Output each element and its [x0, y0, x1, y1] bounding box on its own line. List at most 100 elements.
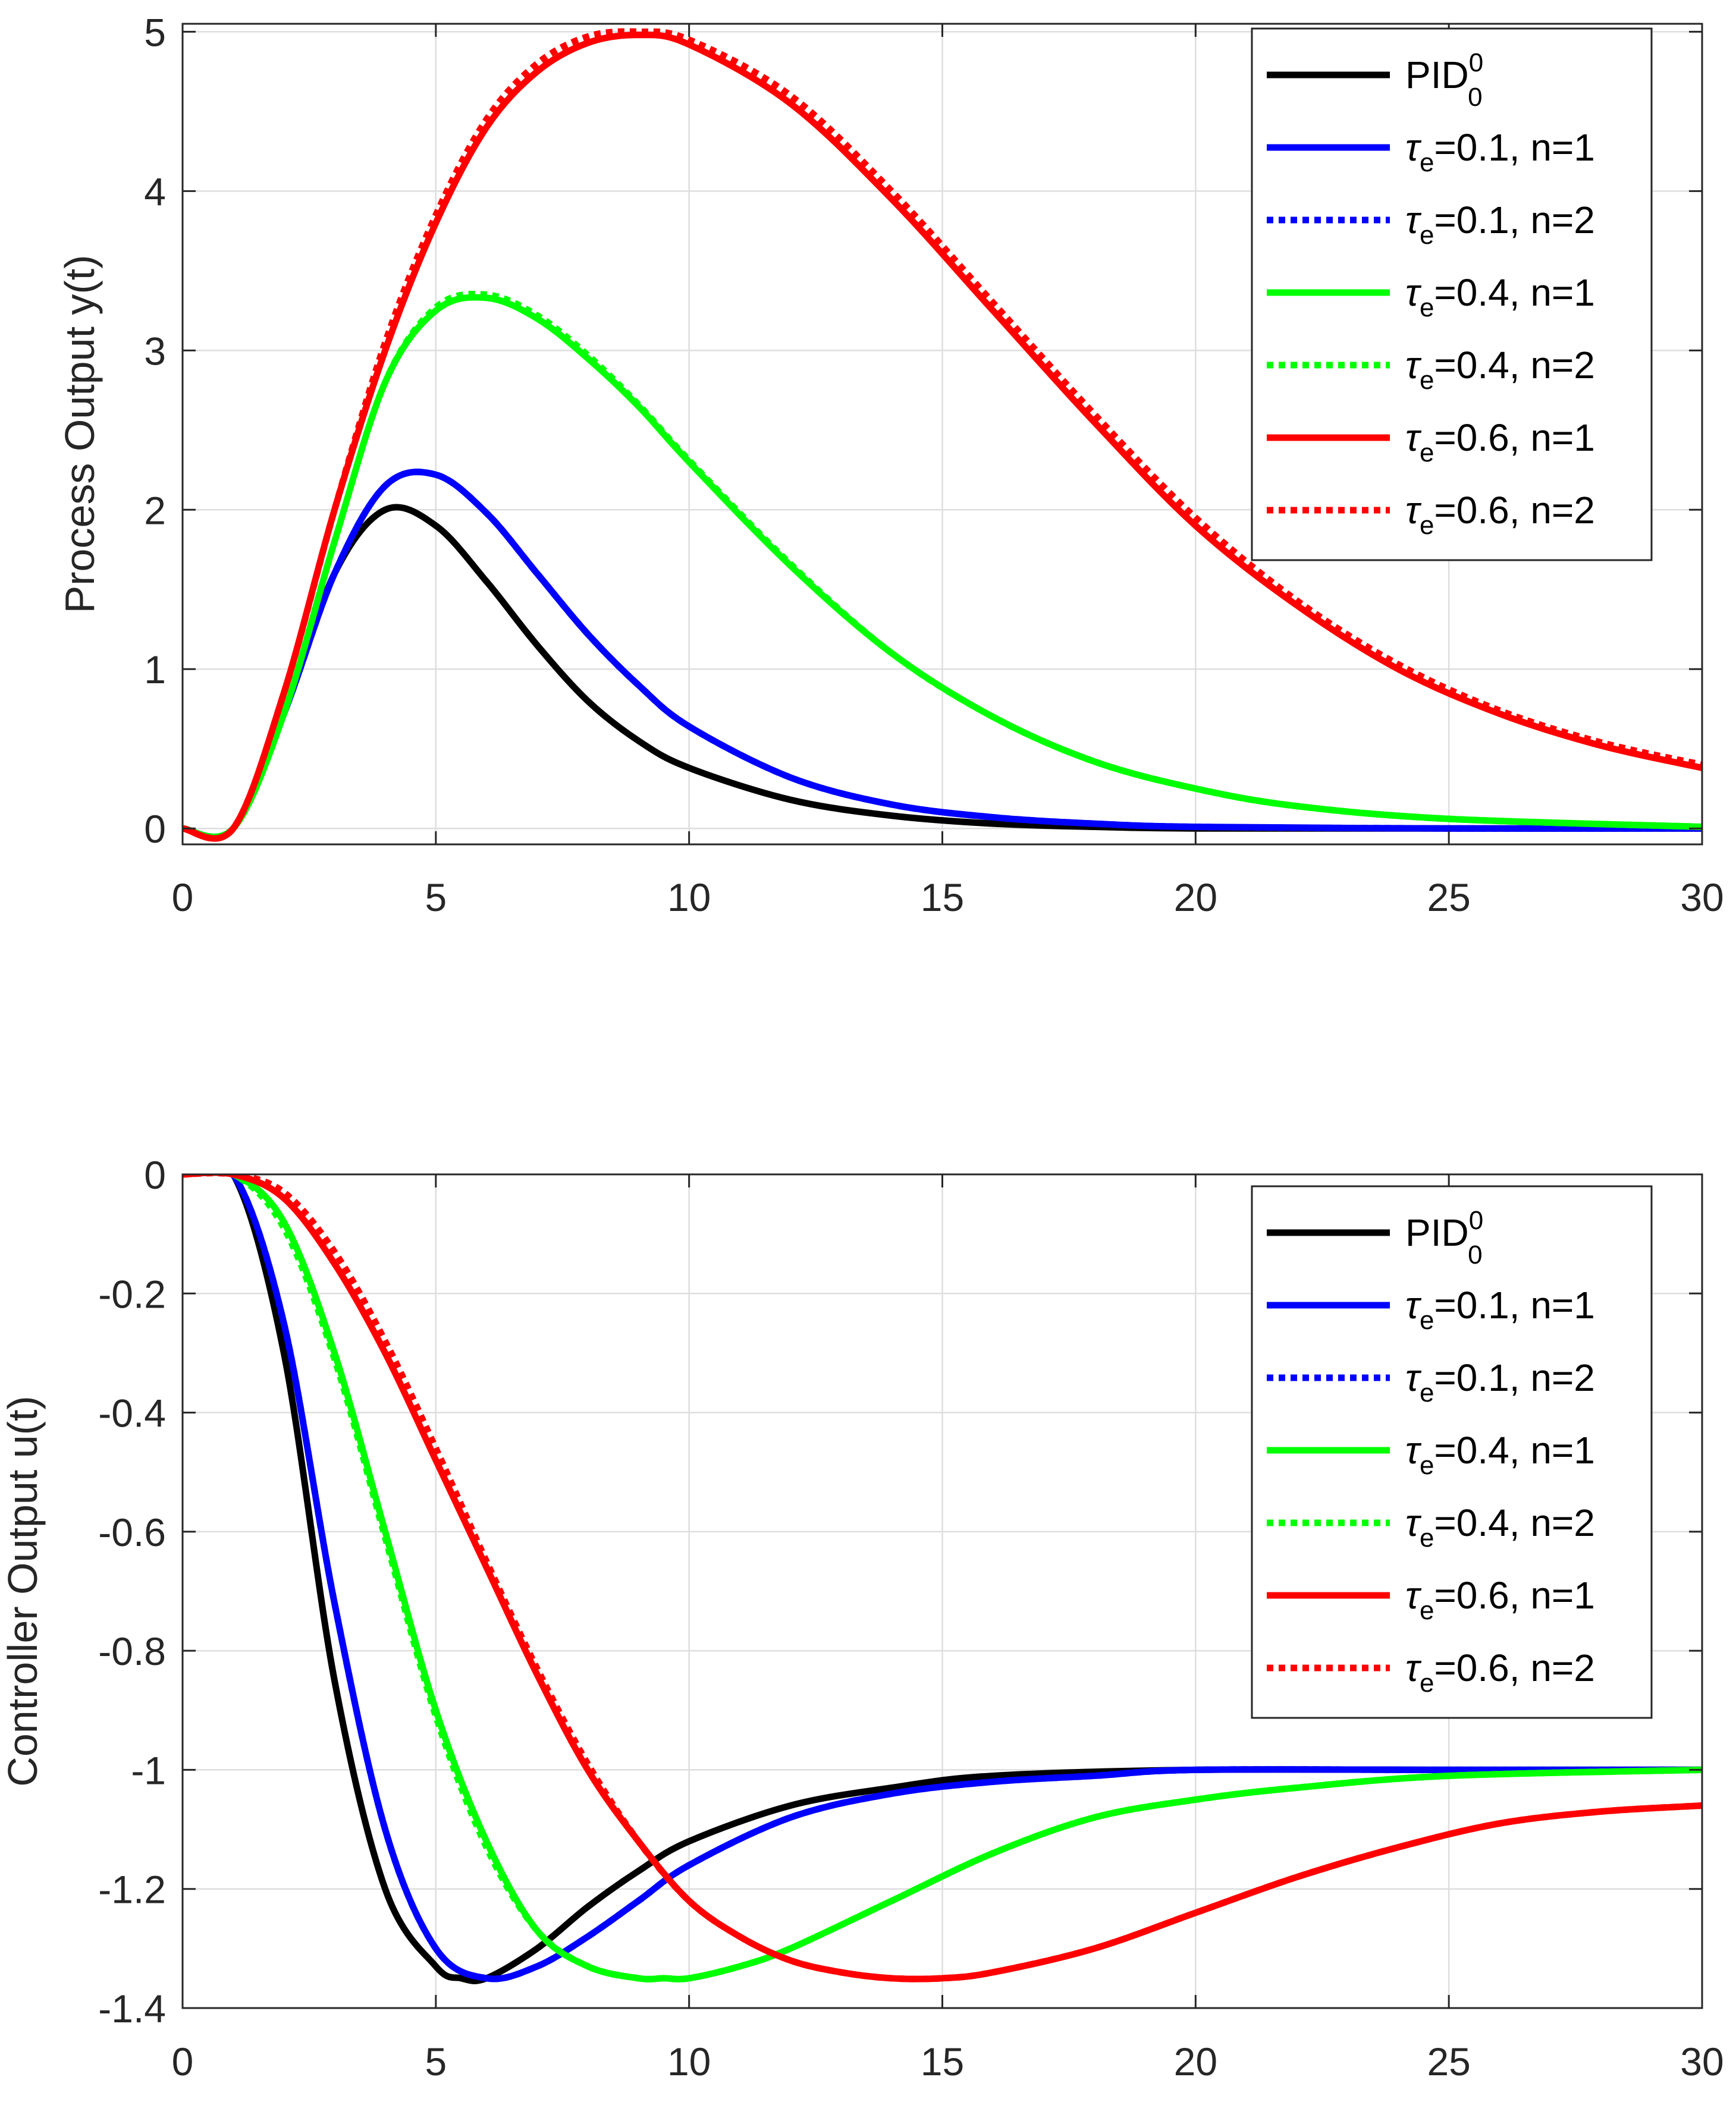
x-tick-label: 5	[425, 875, 447, 919]
legend-label-tau: τ	[1405, 126, 1422, 169]
legend-label-rest: =0.6, n=1	[1434, 1574, 1594, 1617]
legend-label-tau: τ	[1405, 1284, 1422, 1327]
legend-label-sub: 0	[1468, 1240, 1482, 1270]
controller-output-chart: 0 5 10 15 20 25 30 0 -0.2 -0.4 -0.6 -0.8 -1 -1.2 -1.4 C…	[0, 1153, 1724, 2084]
legend-label-sub: e	[1420, 148, 1434, 177]
series-group	[183, 1174, 1702, 1984]
y-axis-label: Process Output y(t)	[56, 255, 103, 614]
legend-label: PID0 0	[1405, 1206, 1483, 1270]
y-tick-label: -0.8	[98, 1629, 166, 1673]
legend-label-sup: 0	[1469, 1206, 1483, 1235]
legend-label: τe=0.6, n=1	[1405, 416, 1595, 467]
legend-label-sub: e	[1420, 221, 1434, 250]
legend-label-sub: 0	[1468, 83, 1482, 112]
legend-label-tau: τ	[1405, 1647, 1422, 1689]
legend-label-sub: e	[1420, 366, 1434, 395]
legend-label-sub: e	[1420, 1306, 1434, 1335]
legend: PID0 0τe=0.1, n=1τe=0.1, n=2τe=0.4, n=1τe…	[1251, 1185, 1653, 1719]
y-tick-label: 5	[144, 10, 166, 54]
x-tick-label: 30	[1680, 2040, 1724, 2084]
y-tick-label: 0	[144, 1153, 166, 1197]
legend: PID0 0τe=0.1, n=1τe=0.1, n=2τe=0.4, n=1τe…	[1251, 27, 1653, 561]
legend-label: PID0 0	[1405, 48, 1483, 112]
y-tick-label: -1.4	[98, 1987, 166, 2031]
y-tick-label: -1	[131, 1748, 166, 1792]
x-tick-label: 20	[1174, 875, 1217, 919]
legend-label: τe=0.4, n=2	[1405, 344, 1595, 395]
x-tick-label: 15	[921, 2040, 964, 2084]
y-axis-label: Controller Output u(t)	[0, 1396, 46, 1786]
y-tick-label: 2	[144, 488, 166, 532]
legend-label: τe=0.1, n=1	[1405, 1284, 1595, 1335]
legend-label-rest: =0.4, n=1	[1434, 271, 1594, 314]
x-tick-label: 5	[425, 2040, 447, 2084]
legend-label-tau: τ	[1405, 271, 1422, 314]
legend-label-main: PID	[1405, 1211, 1469, 1254]
legend-label-tau: τ	[1405, 344, 1422, 387]
series-group	[183, 28, 1702, 842]
legend-label-tau: τ	[1405, 1356, 1422, 1399]
legend-label-sub: e	[1420, 1451, 1434, 1480]
legend-label-sub: e	[1420, 1669, 1434, 1698]
legend-label-rest: =0.4, n=2	[1434, 1501, 1594, 1544]
y-tick-label: 4	[144, 169, 166, 213]
series-line-4	[183, 1174, 1702, 1982]
x-tick-label: 10	[667, 2040, 711, 2084]
legend-label: τe=0.6, n=1	[1405, 1574, 1595, 1625]
legend-label-tau: τ	[1405, 1501, 1422, 1544]
legend-label: τe=0.6, n=2	[1405, 489, 1595, 540]
legend-label-tau: τ	[1405, 199, 1422, 241]
legend-label-sub: e	[1420, 1523, 1434, 1553]
series-line-2	[183, 1174, 1702, 1982]
y-tick-label: -1.2	[98, 1868, 166, 1912]
y-tick-label: -0.2	[98, 1272, 166, 1316]
x-tick-label: 20	[1174, 2040, 1217, 2084]
legend-label-tau: τ	[1405, 1429, 1422, 1472]
legend-label-rest: =0.4, n=2	[1434, 344, 1594, 387]
x-tick-label: 15	[921, 875, 964, 919]
series-line-2	[183, 469, 1702, 840]
legend-label-tau: τ	[1405, 1574, 1422, 1617]
legend-label: τe=0.1, n=2	[1405, 1356, 1595, 1407]
legend-label-rest: =0.6, n=1	[1434, 416, 1594, 459]
legend-label-sub: e	[1420, 1378, 1434, 1407]
process-output-chart: 0 5 10 15 20 25 30 0 1 2 3 4 5 Process Output y(t) PID…	[56, 10, 1724, 919]
series-line-6	[183, 28, 1702, 842]
legend-label: τe=0.6, n=2	[1405, 1647, 1595, 1698]
legend-label-sub: e	[1420, 293, 1434, 322]
y-tick-label: -0.6	[98, 1510, 166, 1554]
legend-label-rest: =0.4, n=1	[1434, 1429, 1594, 1472]
x-tick-label: 10	[667, 875, 711, 919]
legend-label: τe=0.4, n=1	[1405, 271, 1595, 322]
legend-label-rest: =0.6, n=2	[1434, 489, 1594, 532]
legend-label-rest: =0.1, n=1	[1434, 126, 1594, 169]
legend-label: τe=0.4, n=2	[1405, 1501, 1595, 1553]
x-tick-label: 0	[172, 2040, 194, 2084]
series-line-5	[183, 32, 1702, 842]
y-tick-label: 0	[144, 807, 166, 851]
legend-label-sub: e	[1420, 1596, 1434, 1625]
x-tick-label: 30	[1680, 875, 1724, 919]
legend-label: τe=0.1, n=2	[1405, 199, 1595, 250]
series-line-3	[183, 294, 1702, 840]
legend-label: τe=0.1, n=1	[1405, 126, 1595, 177]
y-tick-label: 3	[144, 329, 166, 373]
legend-label-sup: 0	[1469, 48, 1483, 77]
legend-label-tau: τ	[1405, 489, 1422, 532]
y-tick-label: 1	[144, 648, 166, 692]
x-tick-label: 25	[1427, 875, 1470, 919]
legend-label-sub: e	[1420, 438, 1434, 467]
legend-label-rest: =0.1, n=2	[1434, 199, 1594, 241]
series-line-6	[183, 1174, 1702, 1982]
legend-label-main: PID	[1405, 54, 1469, 96]
legend-label-sub: e	[1420, 511, 1434, 540]
x-tick-label: 0	[172, 875, 194, 919]
legend-label-tau: τ	[1405, 416, 1422, 459]
legend-label-rest: =0.6, n=2	[1434, 1647, 1594, 1689]
y-tick-label: -0.4	[98, 1391, 166, 1435]
x-tick-label: 25	[1427, 2040, 1470, 2084]
legend-label-rest: =0.1, n=1	[1434, 1284, 1594, 1327]
legend-label-rest: =0.1, n=2	[1434, 1356, 1594, 1399]
legend-label: τe=0.4, n=1	[1405, 1429, 1595, 1480]
